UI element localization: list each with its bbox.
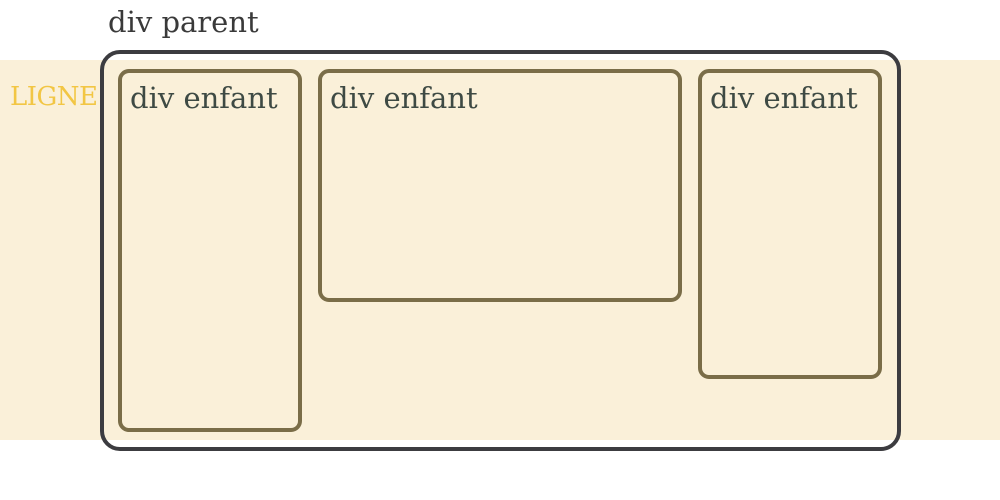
child-div-box-2: div enfant bbox=[318, 69, 682, 302]
child-label-2: div enfant bbox=[330, 81, 478, 115]
child-div-box-3: div enfant bbox=[698, 69, 882, 379]
parent-div-box bbox=[100, 50, 901, 451]
child-div-box-1: div enfant bbox=[118, 69, 302, 432]
child-label-3: div enfant bbox=[710, 81, 858, 115]
parent-label: div parent bbox=[108, 5, 259, 39]
child-label-1: div enfant bbox=[130, 81, 278, 115]
line-label: LIGNE bbox=[10, 82, 98, 112]
